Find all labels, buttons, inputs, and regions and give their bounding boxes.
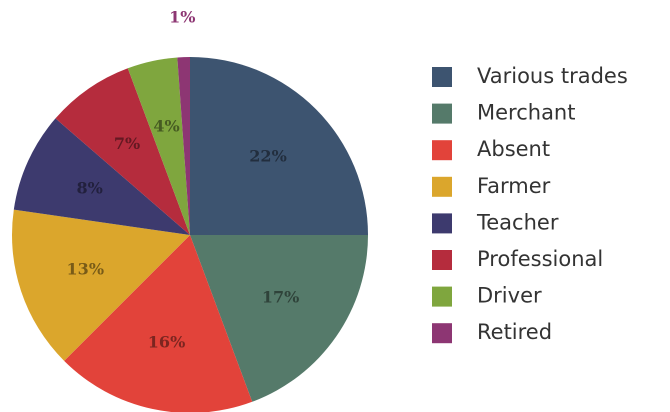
legend-swatch — [432, 176, 452, 197]
legend-swatch — [432, 140, 452, 161]
pie-slice — [11, 209, 191, 361]
pie-slice — [127, 57, 190, 235]
legend-label: Merchant — [477, 101, 575, 125]
slice-label: 4% — [153, 117, 179, 136]
legend-swatch — [432, 323, 452, 344]
legend-swatch — [432, 67, 452, 87]
slice-label: 8% — [76, 179, 102, 198]
legend-swatch — [432, 286, 452, 307]
pie-slice — [190, 57, 368, 235]
legend-label: Various trades — [477, 64, 628, 88]
legend-label: Professional — [477, 247, 603, 271]
pie-slice — [190, 235, 368, 402]
legend-label: Retired — [477, 320, 552, 344]
legend-label: Driver — [477, 284, 542, 308]
slice-label: 13% — [67, 259, 104, 278]
legend-swatch — [432, 250, 452, 270]
slice-label: 7% — [114, 134, 140, 153]
pie-slice — [64, 235, 253, 412]
pie-slice — [13, 118, 190, 235]
pie-slice — [177, 57, 190, 235]
slice-label: 1% — [169, 7, 195, 26]
legend-swatch — [432, 103, 452, 124]
legend-label: Absent — [477, 137, 550, 161]
legend-label: Teacher — [476, 210, 559, 234]
slice-label: 22% — [249, 146, 286, 165]
slice-label: 16% — [148, 332, 185, 351]
legend-swatch — [432, 213, 452, 234]
legend-label: Farmer — [477, 174, 551, 198]
pie-slice — [55, 68, 190, 235]
slice-label: 17% — [262, 287, 299, 306]
